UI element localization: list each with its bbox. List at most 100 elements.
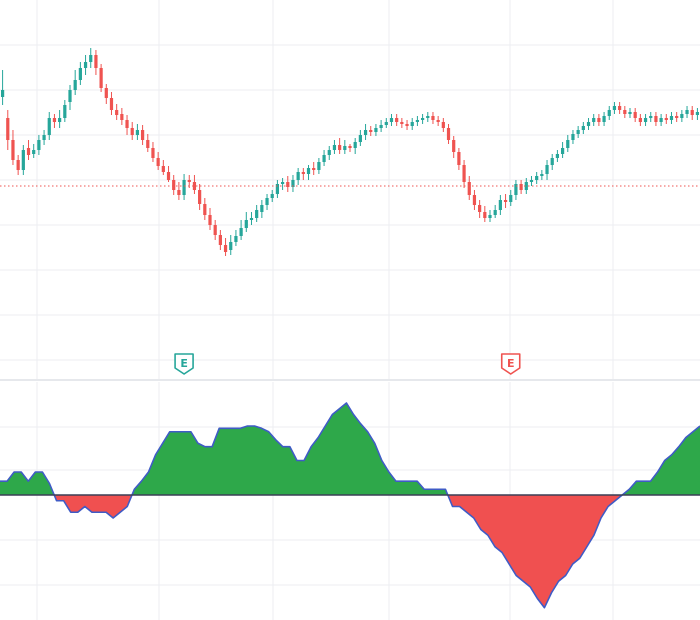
candle-45[interactable] <box>234 230 238 246</box>
candle-98[interactable] <box>509 190 513 206</box>
candle-84[interactable] <box>436 116 440 126</box>
candle-118[interactable] <box>612 102 617 114</box>
candle-79[interactable] <box>410 118 414 130</box>
candle-62[interactable] <box>322 150 326 166</box>
candle-110[interactable] <box>571 130 575 144</box>
candle-112[interactable] <box>581 122 585 134</box>
candle-11[interactable] <box>58 110 62 128</box>
candle-31[interactable] <box>161 160 165 175</box>
candle-18[interactable] <box>94 50 98 75</box>
candle-34[interactable] <box>177 182 181 200</box>
candle-83[interactable] <box>431 112 435 124</box>
candle-122[interactable] <box>633 108 637 122</box>
candle-96[interactable] <box>498 195 502 215</box>
candle-22[interactable] <box>115 104 119 120</box>
candle-116[interactable] <box>602 112 606 126</box>
candle-49[interactable] <box>255 205 259 222</box>
candle-43[interactable] <box>223 238 228 256</box>
candle-131[interactable] <box>680 110 684 122</box>
candle-66[interactable] <box>343 140 347 154</box>
candle-30[interactable] <box>156 152 160 170</box>
candle-85[interactable] <box>441 118 445 132</box>
candle-29[interactable] <box>151 142 155 162</box>
candle-56[interactable] <box>291 175 295 192</box>
candle-78[interactable] <box>405 120 409 130</box>
candle-72[interactable] <box>374 124 378 136</box>
candle-82[interactable] <box>426 112 430 122</box>
candle-6[interactable] <box>32 144 36 158</box>
candle-76[interactable] <box>395 114 399 126</box>
candle-80[interactable] <box>415 116 420 126</box>
candle-41[interactable] <box>213 220 217 240</box>
earnings-marker-1[interactable]: E <box>500 353 521 375</box>
candle-114[interactable] <box>592 114 596 126</box>
candle-54[interactable] <box>280 178 285 190</box>
candle-106[interactable] <box>550 154 554 170</box>
candle-33[interactable] <box>172 175 176 195</box>
candle-92[interactable] <box>478 200 482 218</box>
candle-47[interactable] <box>244 212 248 232</box>
oscillator-series[interactable] <box>0 402 700 609</box>
candle-7[interactable] <box>37 135 41 155</box>
candle-113[interactable] <box>586 118 591 130</box>
candle-69[interactable] <box>358 130 362 146</box>
candle-12[interactable] <box>63 100 67 122</box>
candle-46[interactable] <box>239 220 243 240</box>
candle-1[interactable] <box>6 110 10 150</box>
candle-10[interactable] <box>52 114 57 128</box>
candle-50[interactable] <box>260 200 264 218</box>
candle-38[interactable] <box>198 184 202 210</box>
candle-104[interactable] <box>540 170 544 180</box>
candle-13[interactable] <box>68 85 72 110</box>
candle-40[interactable] <box>208 208 212 230</box>
candle-61[interactable] <box>317 158 321 174</box>
candle-63[interactable] <box>327 146 331 160</box>
candle-28[interactable] <box>146 134 150 152</box>
candle-44[interactable] <box>229 235 233 255</box>
candle-120[interactable] <box>623 106 627 118</box>
candle-91[interactable] <box>472 190 477 210</box>
candle-88[interactable] <box>457 148 461 170</box>
candle-14[interactable] <box>73 70 77 95</box>
candle-59[interactable] <box>306 165 311 180</box>
candle-20[interactable] <box>104 84 108 104</box>
candle-109[interactable] <box>566 135 570 152</box>
candlestick-series[interactable] <box>0 48 700 256</box>
candle-100[interactable] <box>519 180 523 194</box>
candle-70[interactable] <box>363 124 368 140</box>
candle-123[interactable] <box>638 114 642 126</box>
candle-93[interactable] <box>483 206 487 222</box>
candle-133[interactable] <box>690 106 694 120</box>
candle-57[interactable] <box>296 168 300 185</box>
candle-15[interactable] <box>78 62 82 85</box>
candle-35[interactable] <box>182 174 186 200</box>
candle-121[interactable] <box>628 108 632 118</box>
candle-86[interactable] <box>446 124 451 144</box>
candle-42[interactable] <box>218 230 222 250</box>
candle-64[interactable] <box>332 140 337 154</box>
candle-119[interactable] <box>618 102 622 114</box>
candle-0[interactable] <box>0 70 5 105</box>
candle-17[interactable] <box>89 48 93 68</box>
candle-97[interactable] <box>503 194 508 208</box>
candle-89[interactable] <box>462 160 466 188</box>
candle-87[interactable] <box>452 136 456 158</box>
candle-58[interactable] <box>301 168 305 180</box>
candle-95[interactable] <box>493 205 497 218</box>
candle-129[interactable] <box>669 112 674 124</box>
candle-68[interactable] <box>353 138 357 154</box>
candle-107[interactable] <box>555 150 560 162</box>
candle-128[interactable] <box>664 114 668 124</box>
candle-16[interactable] <box>83 55 88 75</box>
candle-134[interactable] <box>695 108 700 120</box>
earnings-marker-0[interactable]: E <box>174 353 194 375</box>
candle-55[interactable] <box>286 176 290 192</box>
candle-125[interactable] <box>649 112 653 122</box>
candle-75[interactable] <box>389 114 394 126</box>
candle-130[interactable] <box>675 112 679 122</box>
candle-73[interactable] <box>379 120 383 132</box>
candle-2[interactable] <box>11 130 15 165</box>
candle-105[interactable] <box>545 160 549 180</box>
